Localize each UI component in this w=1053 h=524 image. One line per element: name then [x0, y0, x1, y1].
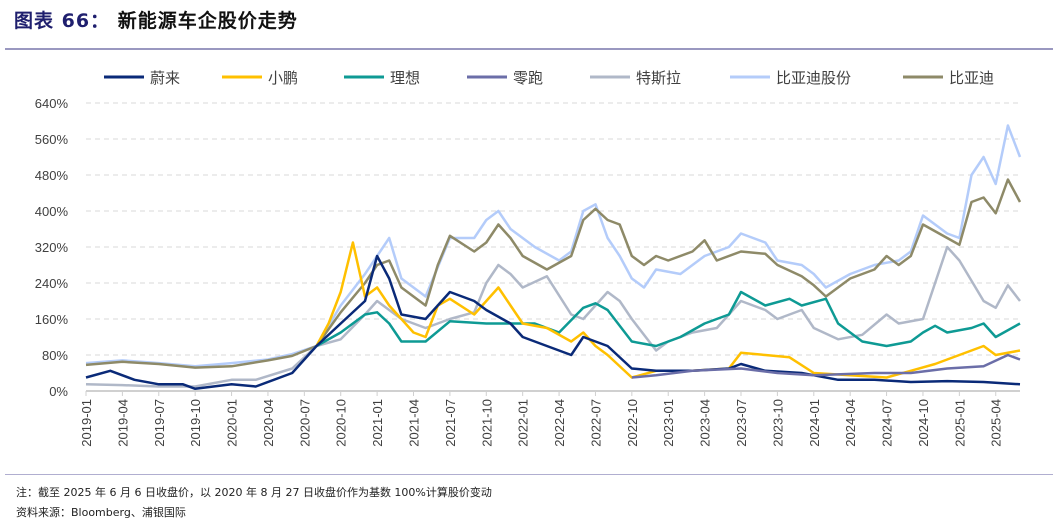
top-divider: [5, 48, 1053, 50]
x-tick-label: 2022-10: [625, 399, 640, 447]
x-tick-label: 2021-10: [479, 399, 494, 447]
y-tick-label: 640%: [35, 96, 69, 111]
bottom-divider: [5, 474, 1053, 475]
y-tick-label: 240%: [35, 276, 69, 291]
series-line-理想: [315, 290, 1021, 348]
figure-label: 图表 66：: [14, 10, 111, 32]
x-tick-label: 2023-04: [698, 399, 713, 447]
legend-label: 比亚迪股份: [776, 69, 851, 87]
series-line-蔚来: [85, 254, 1021, 391]
x-tick-label: 2022-01: [516, 399, 531, 447]
x-tick-label: 2021-04: [407, 399, 422, 447]
x-tick-label: 2019-10: [188, 399, 203, 447]
x-tick-label: 2020-04: [261, 399, 276, 447]
legend-label: 蔚来: [150, 69, 180, 87]
y-tick-label: 560%: [35, 132, 69, 147]
x-tick-label: 2019-07: [152, 399, 167, 447]
x-tick-label: 2023-07: [734, 399, 749, 447]
legend-label: 特斯拉: [636, 69, 681, 87]
x-tick-label: 2023-10: [770, 399, 785, 447]
y-tick-label: 0%: [49, 384, 68, 399]
x-tick-label: 2024-07: [880, 399, 895, 447]
y-tick-label: 320%: [35, 240, 69, 255]
x-tick-label: 2019-01: [79, 399, 94, 447]
y-tick-label: 480%: [35, 168, 69, 183]
x-tick-label: 2024-01: [807, 399, 822, 447]
footnote: 注：截至 2025 年 6 月 6 日收盘价，以 2020 年 8 月 27 日…: [16, 486, 492, 499]
y-tick-label: 80%: [42, 348, 68, 363]
x-tick-label: 2025-01: [952, 399, 967, 447]
y-tick-label: 160%: [35, 312, 69, 327]
x-tick-label: 2023-01: [661, 399, 676, 447]
x-tick-label: 2022-07: [588, 399, 603, 447]
x-tick-label: 2020-07: [297, 399, 312, 447]
x-tick-label: 2022-04: [552, 399, 567, 447]
series-line-比亚迪股份: [85, 124, 1022, 368]
legend-label: 零跑: [513, 69, 543, 87]
x-tick-label: 2021-01: [370, 399, 385, 447]
x-tick-label: 2024-04: [843, 399, 858, 447]
series-line-小鹏: [315, 241, 1021, 379]
x-tick-label: 2024-10: [916, 399, 931, 447]
series-line-零跑: [631, 353, 1021, 379]
x-tick-label: 2020-01: [225, 399, 240, 447]
source-note: 资料来源：Bloomberg、浦银国际: [16, 506, 186, 519]
series-line-特斯拉: [85, 245, 1021, 388]
y-tick-label: 400%: [35, 204, 69, 219]
title-text: 新能源车企股价走势: [117, 10, 298, 32]
legend-label: 比亚迪: [949, 69, 994, 87]
x-tick-label: 2020-10: [334, 399, 349, 447]
series-line-比亚迪: [85, 178, 1022, 369]
legend-label: 理想: [390, 69, 420, 87]
x-tick-label: 2019-04: [115, 399, 130, 447]
x-tick-label: 2021-07: [443, 399, 458, 447]
x-tick-label: 2025-04: [989, 399, 1004, 447]
legend-label: 小鹏: [268, 69, 298, 87]
chart-title: 图表 66： 新能源车企股价走势: [14, 6, 298, 33]
